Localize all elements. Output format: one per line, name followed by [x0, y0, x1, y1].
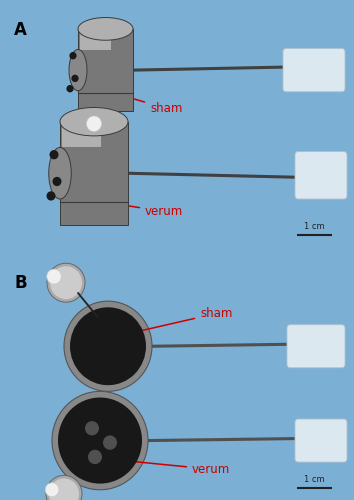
FancyBboxPatch shape	[295, 419, 347, 462]
Text: sham: sham	[74, 80, 182, 115]
Text: 1 cm: 1 cm	[304, 474, 325, 484]
Polygon shape	[60, 122, 128, 225]
Ellipse shape	[69, 50, 87, 91]
Circle shape	[45, 483, 59, 496]
Polygon shape	[80, 30, 111, 50]
Circle shape	[52, 392, 148, 490]
Circle shape	[52, 177, 62, 186]
Circle shape	[85, 421, 99, 436]
Polygon shape	[62, 122, 101, 148]
Circle shape	[86, 116, 102, 132]
Text: 1 cm: 1 cm	[304, 222, 325, 231]
Ellipse shape	[60, 108, 128, 136]
Text: B: B	[14, 274, 27, 292]
Polygon shape	[78, 29, 133, 112]
Circle shape	[88, 450, 102, 464]
Circle shape	[49, 478, 79, 500]
Text: verum: verum	[113, 457, 230, 475]
Circle shape	[58, 398, 142, 484]
Circle shape	[69, 52, 76, 60]
Circle shape	[46, 192, 56, 200]
FancyBboxPatch shape	[287, 324, 345, 368]
Circle shape	[103, 436, 117, 450]
Circle shape	[47, 263, 85, 302]
Circle shape	[70, 308, 146, 385]
Text: sham: sham	[122, 307, 232, 336]
Circle shape	[64, 301, 152, 392]
Ellipse shape	[78, 18, 133, 40]
Circle shape	[50, 266, 82, 299]
Circle shape	[67, 85, 74, 92]
FancyBboxPatch shape	[283, 48, 345, 92]
FancyBboxPatch shape	[295, 152, 347, 199]
Circle shape	[72, 74, 79, 82]
Circle shape	[47, 269, 61, 284]
Text: A: A	[14, 20, 27, 38]
Ellipse shape	[49, 148, 71, 199]
Circle shape	[50, 150, 58, 160]
Circle shape	[46, 476, 82, 500]
Text: verum: verum	[55, 192, 183, 218]
